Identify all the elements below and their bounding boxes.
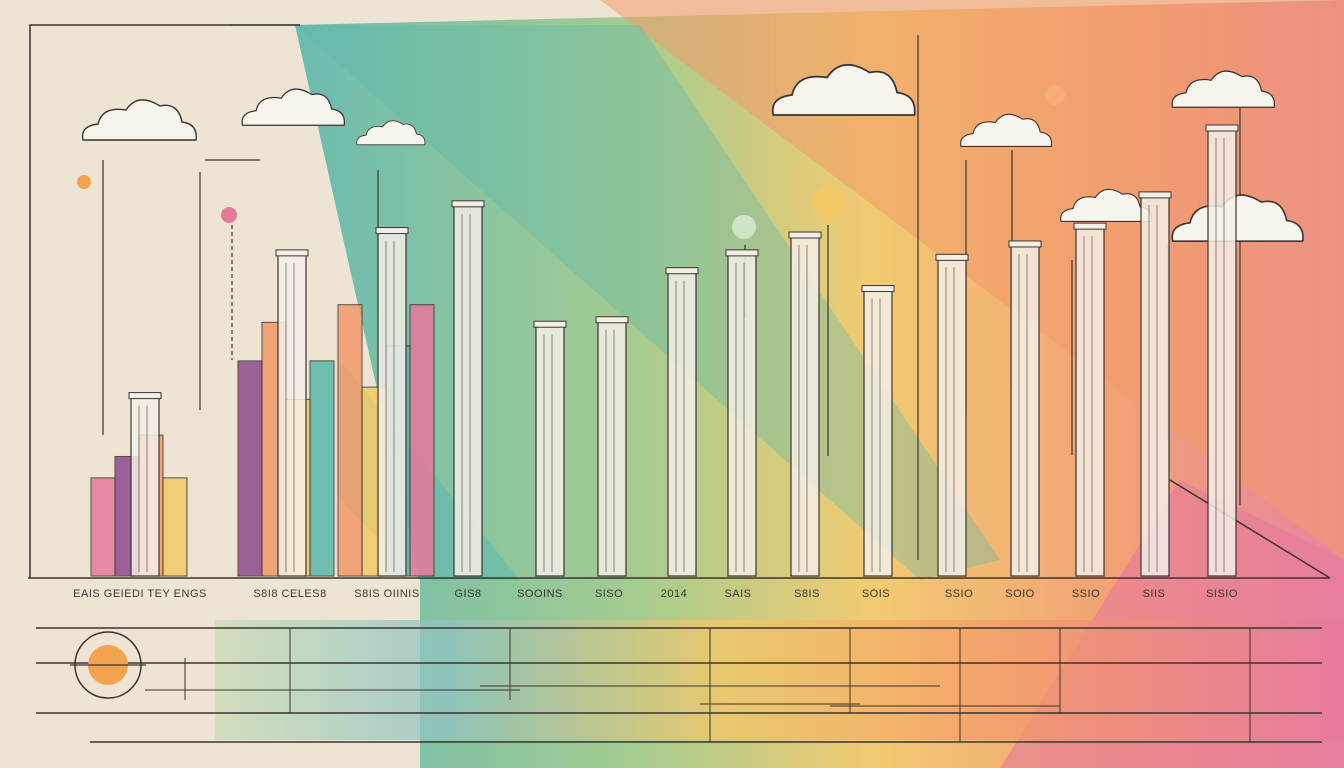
bar-15-cap [1205, 124, 1239, 132]
x-tick-label-13: SSIO [1072, 588, 1100, 600]
cloud-icon [81, 99, 197, 141]
bar-8 [725, 249, 759, 577]
bar-5-cap [533, 320, 567, 328]
frame [28, 24, 1331, 743]
x-tick-label-2: S8I8 CELES8 [253, 588, 326, 600]
x-tick-label-10: SOIS [862, 588, 890, 600]
bar-13-body [1075, 227, 1105, 577]
bar-8-cap [725, 249, 759, 257]
bar-15-body [1207, 129, 1237, 577]
bar-12 [1008, 240, 1042, 577]
bar-14-cap [1138, 191, 1172, 199]
bar-4-cap [451, 200, 485, 208]
bar-1-tower-4 [162, 477, 188, 577]
cloud-icon [241, 88, 346, 126]
bar-2-tower-4 [309, 360, 335, 577]
x-tick-label-4: GIS8 [454, 588, 481, 600]
bar-9 [788, 231, 822, 577]
bar-8-body [727, 254, 757, 577]
sun-icon [70, 631, 146, 699]
bar-12-body [1010, 245, 1040, 577]
bar-3-tower-1 [337, 304, 363, 577]
x-tick-label-5: SOOINS [517, 588, 563, 600]
bar-14-body [1140, 196, 1170, 577]
bar-9-body [790, 236, 820, 577]
bar-12-cap [1008, 240, 1042, 248]
bar-7-cap [665, 267, 699, 275]
bar-6 [595, 316, 629, 577]
bar-7 [665, 267, 699, 577]
x-tick-label-7: 2014 [661, 588, 687, 600]
bar-9-cap [788, 231, 822, 239]
bar-3-cap [375, 227, 409, 235]
bar-14 [1138, 191, 1172, 577]
x-tick-labels: EAIS GEIEDI TEY ENGS S8I8 CELES8 S8IS OIIN… [73, 588, 1238, 600]
bottom-table-decor [145, 628, 1251, 742]
bar-6-body [597, 321, 627, 577]
bar-1-body [130, 397, 160, 577]
x-tick-label-11: SSIO [945, 588, 973, 600]
clouds [81, 64, 1304, 243]
bar-13-cap [1073, 222, 1107, 230]
bar-3 [337, 227, 435, 577]
cloud-icon [960, 113, 1053, 147]
x-tick-label-12: SOIO [1005, 588, 1035, 600]
bar-13 [1073, 222, 1107, 577]
x-tick-label-14: SIIS [1143, 588, 1166, 600]
x-tick-label-15: SISIO [1206, 588, 1238, 600]
bar-3-tower-4 [409, 304, 435, 577]
bar-10 [861, 285, 895, 577]
x-tick-label-6: SISO [595, 588, 623, 600]
bar-2 [237, 249, 335, 577]
x-tick-label-1: EAIS GEIEDI TEY ENGS [73, 588, 207, 600]
bar-4-body [453, 205, 483, 577]
bar-11-cap [935, 253, 969, 261]
bar-15 [1205, 124, 1239, 577]
bar-10-cap [861, 285, 895, 293]
bars-group [90, 124, 1239, 577]
x-tick-label-3: S8IS OIINIS [354, 588, 419, 600]
cloud-icon [1171, 70, 1276, 108]
decor-dots [77, 85, 1065, 239]
bar-10-body [863, 289, 893, 577]
x-tick-label-9: S8IS [794, 588, 820, 600]
bar-1 [90, 392, 188, 577]
bar-4 [451, 200, 485, 577]
bar-2-body [277, 254, 307, 577]
bar-1-cap [128, 392, 162, 400]
bar-1-tower-1 [90, 477, 116, 577]
bar-11-body [937, 258, 967, 577]
cloud-icon [356, 120, 426, 146]
bar-3-body [377, 231, 407, 577]
bar-7-body [667, 272, 697, 577]
bar-5 [533, 320, 567, 577]
bar-11 [935, 253, 969, 577]
x-tick-label-8: SAIS [724, 588, 751, 600]
bar-6-cap [595, 316, 629, 324]
bar-2-cap [275, 249, 309, 257]
cloud-icon [771, 64, 916, 116]
cloud-icon [1171, 194, 1304, 243]
bar-2-tower-1 [237, 360, 263, 577]
bar-5-body [535, 325, 565, 577]
